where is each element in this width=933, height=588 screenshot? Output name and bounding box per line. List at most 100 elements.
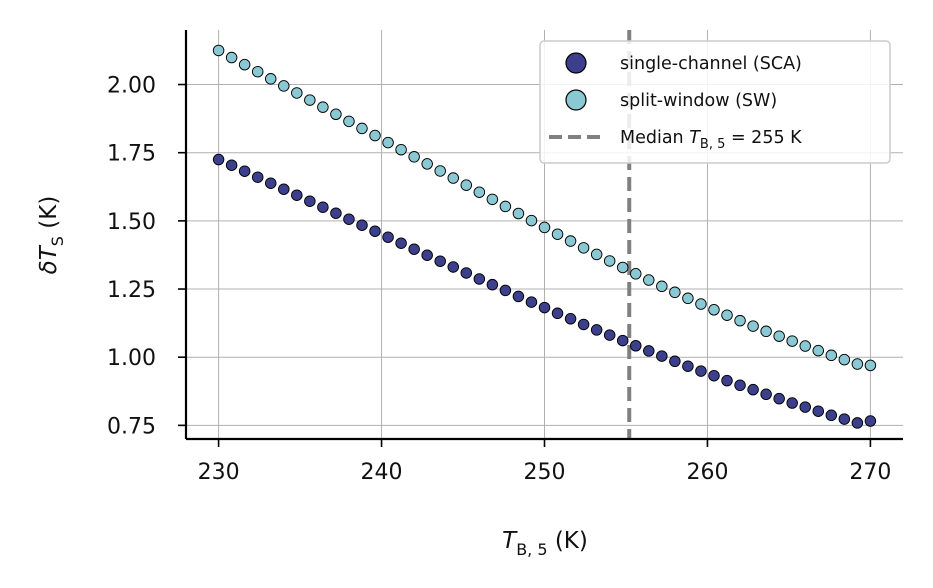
data-point	[473, 186, 486, 198]
data-point	[291, 87, 303, 99]
data-point	[643, 274, 655, 286]
y-axis-label: δTS (K)	[36, 196, 67, 275]
data-point	[356, 219, 368, 231]
data-point	[760, 388, 772, 401]
data-point	[812, 344, 825, 357]
y-tick-label: 2.00	[107, 74, 156, 99]
series-sca	[212, 153, 877, 429]
data-point	[291, 189, 303, 201]
y-axis-label-sub: S	[48, 236, 67, 246]
data-point	[682, 360, 694, 372]
data-point	[356, 122, 368, 135]
data-point	[251, 171, 264, 183]
data-point	[616, 261, 629, 274]
data-point	[603, 329, 616, 341]
data-point	[278, 80, 290, 92]
legend-median-suffix: = 255 K	[725, 128, 802, 148]
data-point	[577, 242, 590, 254]
data-point	[630, 268, 642, 280]
data-point	[669, 355, 681, 368]
data-point	[590, 248, 603, 261]
data-point	[330, 108, 342, 121]
data-point	[734, 314, 746, 327]
x-tick-label: 240	[361, 460, 403, 485]
data-point	[734, 379, 746, 392]
data-point	[382, 136, 394, 149]
data-point	[447, 261, 459, 273]
data-point	[786, 335, 798, 347]
data-point	[564, 235, 577, 247]
x-axis-label-sub: B, 5	[516, 540, 547, 559]
data-point	[486, 193, 499, 206]
y-axis-label-main: δT	[36, 244, 62, 274]
data-point	[838, 353, 851, 366]
data-point	[264, 73, 277, 85]
data-point	[760, 325, 772, 338]
legend-median-sub: B, 5	[700, 137, 725, 152]
y-tick-label: 1.75	[107, 142, 156, 167]
data-point	[603, 255, 616, 267]
x-axis-label-unit: (K)	[548, 528, 588, 554]
y-tick-label: 1.25	[107, 278, 156, 303]
data-point	[799, 401, 811, 413]
data-point	[238, 165, 251, 177]
data-point	[473, 273, 486, 285]
legend-median-prefix: Median	[620, 128, 689, 148]
data-point	[577, 318, 590, 331]
data-point	[343, 115, 355, 128]
x-axis-label-main: T	[502, 528, 518, 554]
data-point	[434, 255, 446, 267]
legend-label-median: Median TB, 5 = 255 K	[620, 128, 802, 152]
data-point	[616, 334, 629, 347]
data-point	[225, 51, 238, 64]
data-point	[512, 290, 525, 303]
y-axis-label-unit: (K)	[36, 196, 62, 236]
data-point	[369, 129, 381, 142]
legend-marker-sca	[565, 52, 587, 74]
data-point	[212, 153, 225, 166]
data-point	[851, 417, 864, 429]
data-point	[825, 409, 838, 422]
data-point	[773, 392, 785, 405]
data-point	[460, 267, 473, 279]
data-point	[695, 298, 707, 310]
x-axis-label: TB, 5 (K)	[502, 528, 588, 559]
data-point	[564, 313, 577, 325]
data-point	[317, 101, 329, 113]
data-point	[512, 207, 525, 220]
data-point	[343, 213, 355, 225]
data-point	[708, 369, 720, 382]
data-point	[590, 324, 603, 336]
data-point	[630, 339, 642, 352]
data-points	[212, 44, 877, 429]
data-point	[330, 207, 342, 219]
x-ticks: 230 240 250 260 270	[198, 439, 891, 485]
data-point	[499, 200, 512, 213]
data-point	[447, 172, 459, 184]
data-point	[747, 383, 759, 396]
data-point	[721, 309, 733, 321]
data-point	[369, 225, 381, 237]
data-point	[773, 330, 785, 342]
data-point	[434, 165, 446, 177]
data-point	[460, 179, 473, 191]
data-point	[395, 237, 407, 249]
data-point	[278, 183, 290, 195]
data-point	[851, 358, 864, 370]
data-point	[382, 231, 394, 243]
series-sw	[212, 44, 877, 372]
data-point	[825, 349, 838, 362]
x-tick-label: 230	[198, 460, 240, 485]
data-point	[656, 350, 668, 362]
data-point	[721, 374, 733, 387]
data-point	[408, 243, 420, 255]
data-point	[212, 44, 225, 57]
legend-marker-sw	[565, 89, 587, 111]
data-point	[304, 94, 316, 106]
data-point	[747, 320, 759, 332]
x-tick-label: 260	[686, 460, 728, 485]
legend: single-channel (SCA) split-window (SW) M…	[539, 40, 891, 164]
data-point	[864, 359, 877, 372]
data-point	[708, 304, 720, 316]
